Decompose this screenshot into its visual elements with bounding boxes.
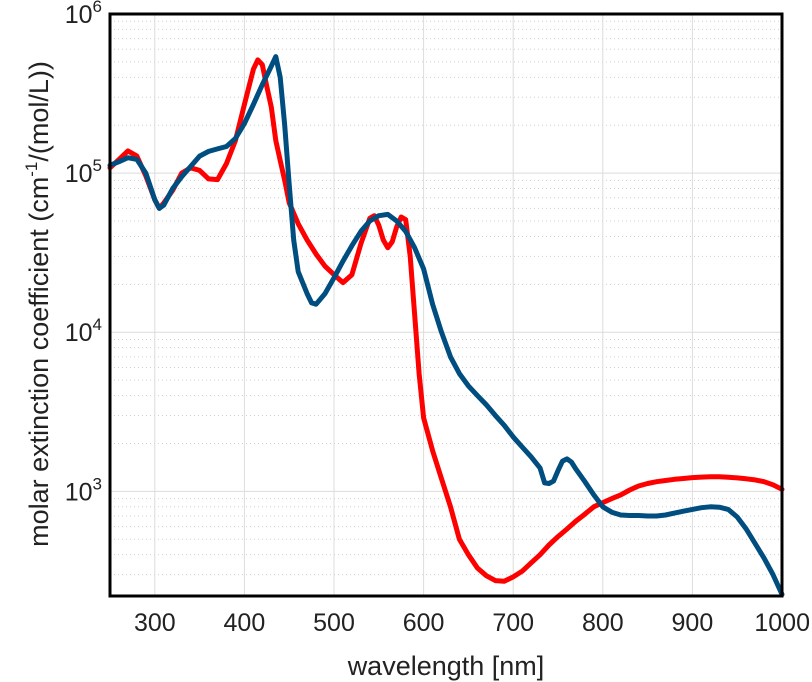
x-tick-label: 700 [492,609,534,637]
y-tick-labels: 103 104 105 106 [65,0,102,506]
x-tick-label: 300 [134,609,176,637]
y-tick-label: 106 [65,0,102,29]
x-axis-title: wavelength [nm] [347,651,545,681]
y-axis-title-post: /(mol/L)) [24,61,54,162]
x-tick-labels: 300 400 500 600 700 800 900 1000 [134,609,810,637]
grid [110,13,783,596]
x-tick-label: 600 [403,609,445,637]
series-line-2 [107,54,785,597]
plot-frame [108,12,784,598]
x-tick-label: 400 [224,609,266,637]
series-line-1 [107,57,785,584]
x-tick-label: 500 [313,609,355,637]
y-axis-title: molar extinction coefficient (cm-1/(mol/… [22,61,54,547]
y-tick-label: 105 [65,156,102,188]
x-tick-label: 800 [582,609,624,637]
x-tick-label: 900 [672,609,714,637]
y-tick-label: 103 [65,474,102,506]
series-layer [107,54,785,597]
y-axis-title-sup: -1 [22,162,41,177]
x-tick-label: 1000 [754,609,810,637]
y-tick-label: 104 [65,315,102,347]
y-axis-title-pre: molar extinction coefficient (cm [24,177,54,547]
